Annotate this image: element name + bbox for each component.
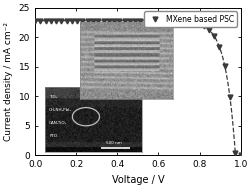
MXene based PSC [107,19,110,22]
MXene based PSC [218,46,221,48]
MXene based PSC [113,19,116,22]
MXene based PSC [44,19,47,22]
MXene based PSC [171,20,174,22]
MXene based PSC [186,21,189,23]
MXene based PSC [123,19,126,22]
Line: MXene based PSC: MXene based PSC [33,18,243,158]
X-axis label: Voltage / V: Voltage / V [112,175,164,185]
MXene based PSC [70,19,73,22]
MXene based PSC [144,19,147,22]
MXene based PSC [91,19,94,22]
Y-axis label: Current density / mA cm⁻²: Current density / mA cm⁻² [4,22,13,141]
MXene based PSC [192,21,195,24]
MXene based PSC [181,20,184,22]
MXene based PSC [223,65,226,67]
Legend: MXene based PSC: MXene based PSC [144,12,237,27]
MXene based PSC [239,154,242,156]
MXene based PSC [102,19,105,22]
MXene based PSC [149,19,152,22]
MXene based PSC [228,96,231,98]
MXene based PSC [197,23,200,25]
MXene based PSC [213,35,216,37]
MXene based PSC [155,20,158,22]
MXene based PSC [118,19,121,22]
MXene based PSC [139,19,142,22]
MXene based PSC [65,19,68,22]
MXene based PSC [60,19,63,22]
MXene based PSC [34,19,37,22]
MXene based PSC [39,19,42,22]
MXene based PSC [134,19,137,22]
MXene based PSC [81,19,84,22]
MXene based PSC [86,19,89,22]
MXene based PSC [49,19,52,22]
MXene based PSC [207,29,210,31]
MXene based PSC [97,19,100,22]
MXene based PSC [176,20,179,22]
MXene based PSC [76,19,79,22]
MXene based PSC [165,20,168,22]
MXene based PSC [202,25,205,27]
MXene based PSC [129,19,132,22]
MXene based PSC [234,151,237,154]
MXene based PSC [55,19,58,22]
MXene based PSC [160,20,163,22]
